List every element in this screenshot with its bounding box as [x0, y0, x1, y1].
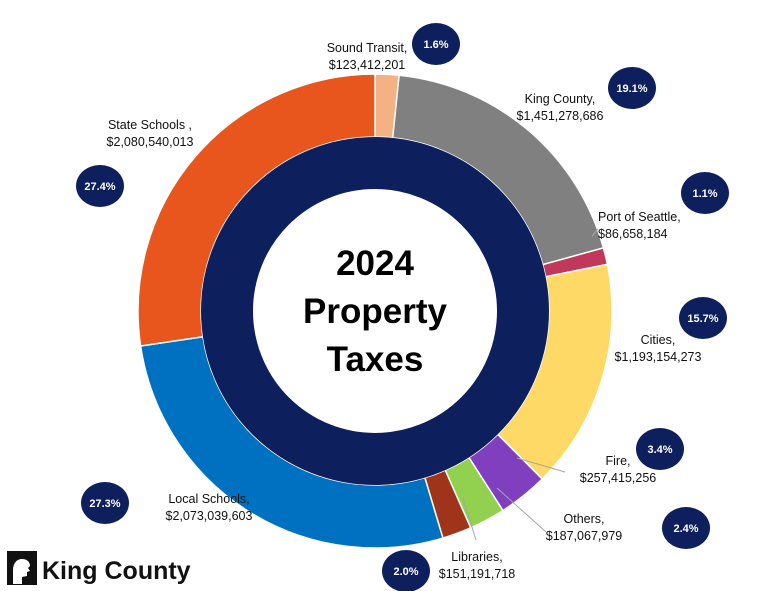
percent-badge-king-county: 19.1%: [608, 67, 656, 109]
percent-badge-circle: [382, 550, 430, 591]
percent-label: 1.6%: [423, 39, 448, 51]
leader-line-fire: [516, 457, 566, 473]
percent-badge-circle: [662, 507, 710, 549]
king-county-logo: King County: [7, 551, 191, 585]
percent-badge-others: 2.4%: [662, 507, 710, 549]
logo-text: King County: [42, 557, 191, 585]
leader-line-others: [496, 487, 547, 533]
percent-badge-circle: [608, 67, 656, 109]
data-label-others: Others, $187,067,979: [546, 512, 623, 543]
percent-badge-state-schools: 27.4%: [76, 165, 124, 207]
category-label-sound-transit: Sound Transit,: [327, 41, 408, 55]
category-label-king-county: King County,: [525, 92, 596, 106]
percent-badge-circle: [636, 428, 684, 470]
percent-badge-circle: [679, 297, 727, 339]
category-label-libraries: Libraries,: [451, 550, 502, 564]
center-title-line-3: Taxes: [327, 340, 424, 379]
percent-label: 1.1%: [692, 188, 717, 200]
labels-group: Sound Transit, $123,412,201 King County, $1…: [107, 41, 702, 581]
value-label-sound-transit: $123,412,201: [329, 58, 406, 72]
value-label-cities: $1,193,154,273: [615, 350, 702, 364]
data-label-fire: Fire, $257,415,256: [580, 454, 657, 485]
percent-label: 19.1%: [616, 83, 647, 95]
percent-badge-local-schools: 27.3%: [81, 482, 129, 524]
leader-lines-group: [462, 228, 599, 541]
category-label-local-schools: Local Schools,: [168, 492, 249, 506]
value-label-local-schools: $2,073,039,603: [166, 509, 253, 523]
value-label-king-county: $1,451,278,686: [517, 109, 604, 123]
percent-label: 27.4%: [84, 181, 115, 193]
badges-group: 1.6% 19.1% 1.1% 15.7% 3.4% 2.4% 2.0% 27.3% 27.4%: [76, 23, 729, 591]
data-label-port-of-seattle: Port of Seattle, $86,658,184: [598, 210, 681, 241]
value-label-fire: $257,415,256: [580, 471, 657, 485]
center-title-line-1: 2024: [336, 244, 414, 283]
percent-badge-libraries: 2.0%: [382, 550, 430, 591]
data-label-local-schools: Local Schools, $2,073,039,603: [166, 492, 253, 523]
category-label-state-schools: State Schools ,: [108, 118, 192, 132]
inner-ring: [201, 137, 549, 485]
category-label-port-of-seattle: Port of Seattle,: [598, 210, 681, 224]
data-label-king-county: King County, $1,451,278,686: [517, 92, 604, 123]
leader-line-libraries: [462, 497, 477, 541]
center-title-line-2: Property: [303, 292, 447, 331]
percent-badge-circle: [81, 482, 129, 524]
percent-badge-port-of-seattle: 1.1%: [681, 172, 729, 214]
value-label-others: $187,067,979: [546, 529, 623, 543]
value-label-port-of-seattle: $86,658,184: [598, 227, 668, 241]
category-label-fire: Fire,: [606, 454, 631, 468]
percent-badge-sound-transit: 1.6%: [412, 23, 460, 65]
percent-label: 2.0%: [393, 566, 418, 578]
percent-badge-cities: 15.7%: [679, 297, 727, 339]
percent-label: 3.4%: [647, 444, 672, 456]
percent-label: 15.7%: [687, 313, 718, 325]
leader-line-port-of-seattle: [591, 228, 599, 237]
king-county-logo-icon: [7, 551, 37, 585]
category-label-cities: Cities,: [641, 333, 676, 347]
percent-badge-circle: [681, 172, 729, 214]
data-label-cities: Cities, $1,193,154,273: [615, 333, 702, 364]
percent-label: 2.4%: [673, 523, 698, 535]
data-label-state-schools: State Schools , $2,080,540,013: [107, 118, 194, 149]
percent-badge-circle: [412, 23, 460, 65]
percent-label: 27.3%: [89, 498, 120, 510]
category-label-others: Others,: [564, 512, 605, 526]
percent-badge-circle: [76, 165, 124, 207]
value-label-libraries: $151,191,718: [439, 567, 516, 581]
percent-badge-fire: 3.4%: [636, 428, 684, 470]
value-label-state-schools: $2,080,540,013: [107, 135, 194, 149]
data-label-sound-transit: Sound Transit, $123,412,201: [327, 41, 408, 72]
data-label-libraries: Libraries, $151,191,718: [439, 550, 516, 581]
